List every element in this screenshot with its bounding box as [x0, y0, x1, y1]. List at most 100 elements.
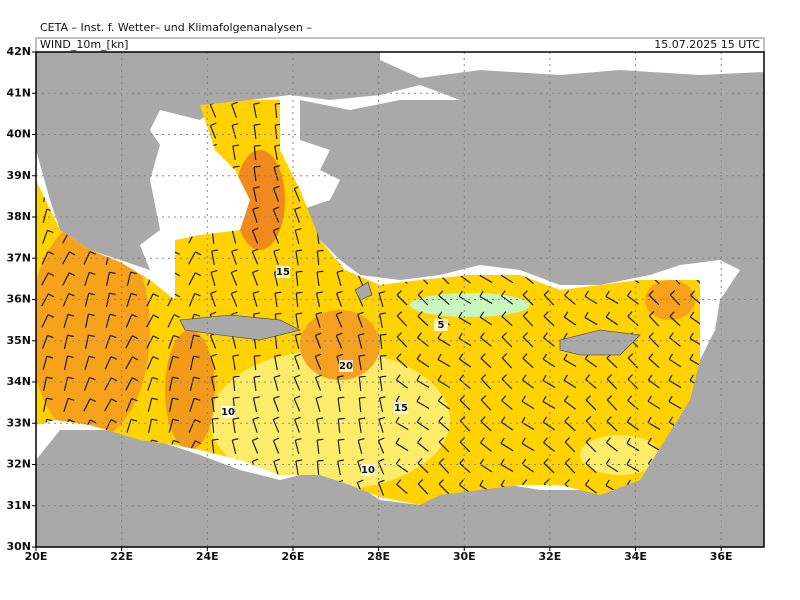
barb-flag — [67, 334, 74, 338]
barb-flag — [501, 332, 508, 338]
barb-shaft — [606, 357, 618, 369]
barb-shaft — [273, 272, 279, 286]
barb-flag — [316, 291, 323, 294]
wind-barb — [501, 332, 513, 348]
barb-shaft — [459, 441, 471, 453]
wind-barb — [41, 272, 55, 286]
barb-flag — [380, 333, 387, 336]
barb-shaft — [274, 356, 278, 370]
lon-tick-label: 20E — [25, 550, 48, 563]
barb-flag — [501, 353, 508, 359]
barb-flag — [295, 438, 302, 441]
barb-shaft — [252, 398, 258, 412]
wind-barb — [251, 269, 259, 286]
barb-shaft — [480, 442, 492, 452]
wind-barb — [125, 377, 139, 391]
barb-shaft — [585, 420, 597, 432]
wind-barb — [43, 397, 53, 412]
barb-flag — [252, 206, 260, 210]
wind-barb — [379, 312, 386, 328]
barb-flag — [626, 479, 631, 486]
barb-shaft — [377, 461, 385, 475]
barb-flag — [130, 292, 138, 296]
barb-shaft — [41, 272, 49, 286]
barb-flag — [151, 439, 158, 443]
barb-flag — [88, 334, 95, 338]
barb-shaft — [480, 378, 492, 390]
barb-shaft — [564, 400, 576, 410]
wind-barb — [106, 271, 116, 286]
wind-barb — [316, 417, 323, 433]
barb-flag — [479, 290, 484, 297]
barb-flag — [606, 374, 613, 380]
barb-shaft — [294, 440, 300, 454]
barb-flag — [542, 395, 547, 402]
wind-barb — [543, 332, 555, 347]
barb-shaft — [585, 399, 597, 411]
barb-shaft — [563, 316, 577, 326]
barb-shaft — [41, 293, 49, 307]
barb-shaft — [459, 379, 471, 389]
barb-flag — [606, 395, 613, 401]
barb-flag — [585, 374, 591, 380]
barb-flag — [417, 458, 423, 464]
barb-shaft — [648, 379, 660, 389]
barb-shaft — [42, 356, 48, 370]
barb-shaft — [210, 356, 216, 370]
barb-flag — [130, 418, 138, 422]
lat-tick-label: 41N — [6, 86, 31, 99]
barb-flag — [212, 438, 219, 441]
barb-flag — [500, 437, 505, 444]
wind-barb — [314, 374, 322, 391]
barb-shaft — [211, 251, 215, 265]
wind-barb — [438, 458, 450, 474]
barb-shaft — [337, 439, 341, 455]
barb-flag — [173, 439, 180, 444]
barb-flag — [47, 229, 54, 234]
wind-barb — [458, 290, 472, 305]
barb-flag — [668, 395, 673, 402]
wind-barb — [209, 122, 217, 139]
barb-flag — [48, 272, 55, 277]
barb-shaft — [543, 315, 555, 327]
barb-flag — [67, 376, 74, 380]
wind-barb — [252, 206, 260, 223]
wind-barb — [148, 418, 158, 433]
wind-barb — [231, 101, 238, 118]
barb-flag — [273, 437, 280, 442]
barb-flag — [173, 314, 180, 318]
barb-flag — [296, 270, 303, 273]
barb-shaft — [125, 398, 133, 412]
barb-shaft — [480, 420, 492, 432]
barb-shaft — [148, 419, 152, 433]
barb-flag — [233, 165, 240, 168]
wind-barb — [379, 333, 387, 350]
contour-label: 15 — [276, 267, 290, 278]
wind-barb — [83, 398, 96, 412]
barb-shaft — [378, 293, 384, 307]
barb-flag — [252, 227, 259, 232]
barb-flag — [152, 293, 159, 297]
valid-time: 15.07.2025 15 UTC — [654, 38, 760, 51]
barb-shaft — [543, 294, 555, 306]
barb-flag — [459, 458, 465, 464]
barb-flag — [689, 353, 694, 360]
wind-barb — [437, 395, 450, 410]
wind-barb — [626, 416, 640, 431]
barb-flag — [252, 248, 259, 253]
barb-shaft — [522, 357, 534, 369]
wind-barb — [479, 458, 493, 473]
barb-shaft — [295, 314, 299, 328]
barb-shaft — [85, 314, 89, 328]
wind-barb — [459, 416, 471, 432]
wind-barb — [521, 458, 535, 473]
barb-flag — [647, 416, 652, 423]
barb-flag — [317, 438, 324, 441]
barb-shaft — [147, 377, 153, 391]
barb-shaft — [459, 462, 471, 474]
barb-flag — [458, 479, 464, 486]
wind-barb — [668, 353, 682, 368]
barb-flag — [110, 334, 117, 339]
barb-flag — [647, 395, 652, 402]
barb-flag — [338, 438, 345, 441]
